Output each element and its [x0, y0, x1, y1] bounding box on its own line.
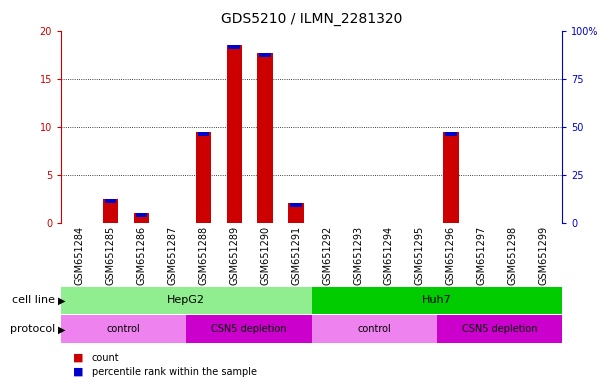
- Text: protocol: protocol: [10, 324, 55, 334]
- Bar: [260, 53, 271, 57]
- Bar: [136, 213, 147, 217]
- Bar: [288, 203, 304, 223]
- Text: control: control: [357, 324, 391, 334]
- Bar: [229, 45, 240, 50]
- Text: HepG2: HepG2: [167, 295, 205, 306]
- Bar: [134, 213, 149, 223]
- Bar: [227, 45, 242, 223]
- Text: count: count: [92, 353, 119, 363]
- Title: GDS5210 / ILMN_2281320: GDS5210 / ILMN_2281320: [221, 12, 402, 25]
- Bar: [437, 316, 562, 343]
- Bar: [186, 316, 312, 343]
- Text: control: control: [107, 324, 141, 334]
- Bar: [445, 131, 456, 136]
- Bar: [61, 286, 312, 314]
- Bar: [443, 131, 458, 223]
- Text: ■: ■: [73, 353, 84, 363]
- Text: ▶: ▶: [58, 324, 65, 334]
- Text: percentile rank within the sample: percentile rank within the sample: [92, 366, 257, 377]
- Text: CSN5 depletion: CSN5 depletion: [211, 324, 287, 334]
- Bar: [257, 53, 273, 223]
- Bar: [104, 199, 116, 203]
- Bar: [103, 199, 119, 223]
- Text: ■: ■: [73, 366, 84, 377]
- Text: ▶: ▶: [58, 295, 65, 306]
- Bar: [312, 286, 562, 314]
- Bar: [61, 316, 186, 343]
- Bar: [290, 203, 302, 207]
- Text: CSN5 depletion: CSN5 depletion: [462, 324, 537, 334]
- Text: Huh7: Huh7: [422, 295, 452, 306]
- Bar: [196, 131, 211, 223]
- Bar: [197, 131, 209, 136]
- Text: cell line: cell line: [12, 295, 55, 306]
- Bar: [312, 316, 437, 343]
